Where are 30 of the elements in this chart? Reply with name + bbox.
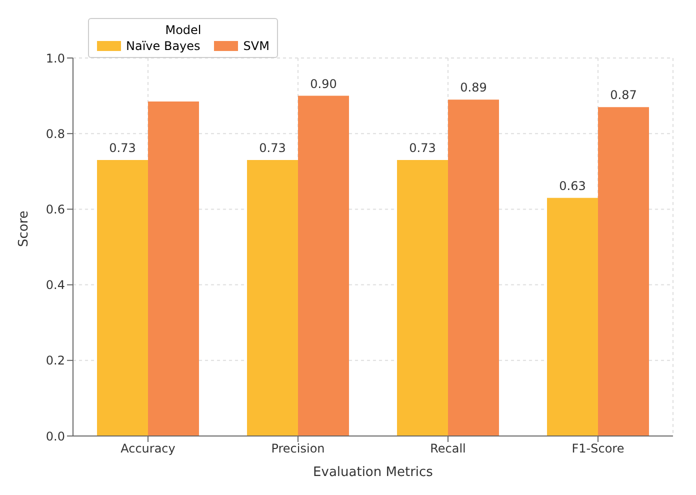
y-tick-label: 0.8: [46, 126, 65, 141]
legend-title: Model: [164, 23, 202, 37]
data-label: 0.89: [460, 80, 487, 95]
y-axis-title: Score: [16, 210, 32, 247]
bar: [148, 101, 199, 436]
bar: [448, 100, 499, 436]
data-label: 0.73: [109, 141, 136, 156]
data-label: 0.73: [259, 141, 286, 156]
x-tick-label: F1-Score: [572, 442, 624, 456]
legend-label: SVM: [243, 39, 270, 53]
x-tick-label: Accuracy: [120, 442, 176, 456]
y-tick-label: 1.0: [46, 51, 65, 66]
x-tick-label: Recall: [430, 442, 466, 456]
data-label: 0.90: [310, 76, 337, 91]
bar: [247, 160, 298, 436]
data-label: 0.73: [409, 141, 436, 156]
x-tick-label: Precision: [271, 442, 325, 456]
bar: [97, 160, 148, 436]
bar: [298, 96, 349, 436]
data-label: 0.87: [610, 88, 637, 102]
legend-label: Naïve Bayes: [126, 39, 200, 53]
bar: [598, 107, 649, 436]
x-axis-title: Evaluation Metrics: [313, 465, 434, 480]
y-tick-label: 0.0: [46, 429, 65, 444]
y-tick-label: 0.6: [46, 202, 65, 216]
bar: [397, 160, 448, 436]
y-tick-label: 0.4: [46, 278, 65, 292]
data-label: 0.63: [559, 178, 586, 193]
bar: [547, 198, 598, 436]
y-tick-label: 0.2: [46, 354, 65, 368]
